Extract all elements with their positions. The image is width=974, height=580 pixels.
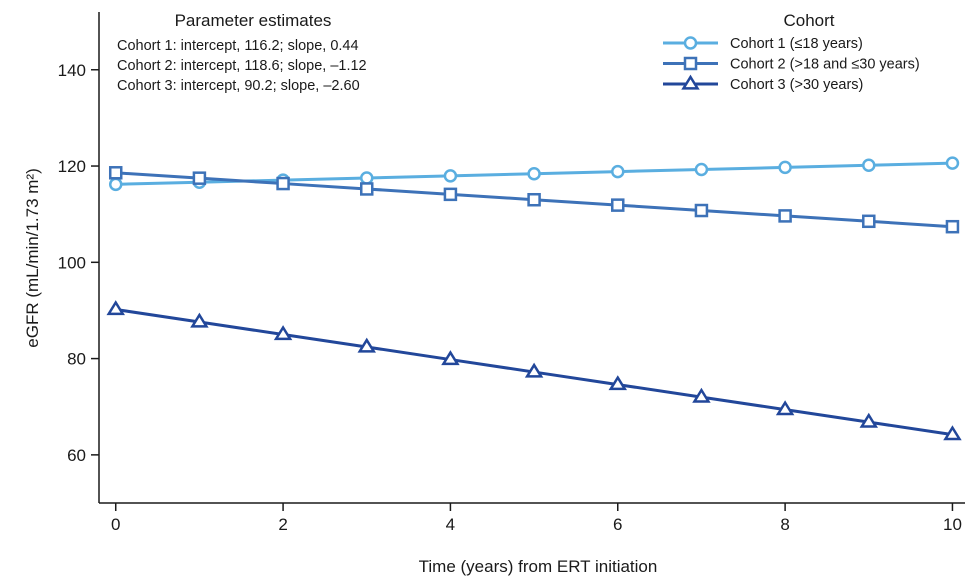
data-point-cohort-3: [273, 325, 293, 341]
legend-swatch-marker: [683, 36, 698, 50]
data-point-cohort-3: [608, 375, 628, 391]
y-tick-label: 80: [67, 350, 86, 369]
x-tick-label: 4: [446, 515, 455, 534]
data-point-cohort-1: [527, 166, 541, 181]
legend-title: Cohort: [783, 11, 834, 30]
data-point-cohort-1: [694, 162, 709, 177]
data-point-cohort-3: [692, 387, 711, 403]
data-point-cohort-2: [108, 166, 123, 180]
data-point-cohort-2: [443, 187, 458, 202]
legend-item-cohort-2: Cohort 2 (>18 and ≤30 years): [663, 57, 920, 73]
legend-swatch-marker: [683, 56, 698, 71]
legend-label: Cohort 1 (≤18 years): [730, 36, 863, 52]
data-point-cohort-3: [775, 400, 795, 416]
data-point-cohort-2: [192, 171, 207, 185]
data-point-cohort-3: [441, 350, 460, 366]
series-cohort-3: [106, 300, 962, 441]
data-point-cohort-2: [276, 176, 290, 191]
legend-swatch-marker: [681, 74, 700, 90]
data-point-cohort-3: [524, 362, 544, 378]
legend-items: Cohort 1 (≤18 years) Cohort 2 (>18 and ≤3…: [663, 36, 920, 93]
data-point-cohort-2: [611, 198, 625, 212]
parameter-estimate-cohort-3: Cohort 3: intercept, 90.2; slope, –2.60: [117, 78, 360, 94]
x-tick-label: 6: [613, 515, 622, 534]
data-point-cohort-1: [108, 177, 123, 192]
x-tick-label: 0: [111, 515, 120, 534]
y-tick-label: 60: [67, 446, 86, 465]
legend-item-cohort-1: Cohort 1 (≤18 years): [663, 36, 863, 52]
x-tick-label: 10: [943, 515, 962, 534]
parameter-estimates-box: Parameter estimates Cohort 1: intercept,…: [117, 11, 367, 94]
series-cohort-1: [108, 156, 960, 192]
y-axis-title: eGFR (mL/min/1.73 m²): [23, 168, 42, 347]
data-point-cohort-1: [862, 158, 876, 173]
data-point-cohort-2: [694, 203, 709, 218]
data-point-cohort-1: [778, 160, 792, 175]
parameter-estimate-cohort-1: Cohort 1: intercept, 116.2; slope, 0.44: [117, 38, 359, 54]
data-point-cohort-3: [859, 412, 879, 428]
data-point-cohort-3: [190, 312, 209, 328]
data-point-cohort-2: [862, 214, 876, 229]
data-point-cohort-1: [945, 156, 960, 170]
data-point-cohort-3: [106, 300, 125, 316]
data-point-cohort-2: [359, 182, 374, 196]
data-point-cohort-2: [778, 209, 792, 223]
x-tick-label: 8: [780, 515, 789, 534]
legend-label: Cohort 3 (>30 years): [730, 77, 863, 93]
data-point-cohort-2: [527, 192, 541, 207]
legend-item-cohort-3: Cohort 3 (>30 years): [663, 74, 863, 93]
y-tick-label: 100: [58, 253, 86, 272]
x-axis-ticks: 0 2 4 6 8 10: [111, 503, 962, 534]
y-axis-ticks: 60 80 100 120 140: [58, 61, 99, 465]
parameter-estimates-title: Parameter estimates: [175, 11, 332, 30]
legend: Cohort Cohort 1 (≤18 years) Cohort 2 (>18…: [663, 11, 920, 93]
data-point-cohort-2: [945, 219, 960, 234]
data-point-cohort-1: [611, 164, 625, 179]
data-point-cohort-3: [943, 425, 962, 441]
data-point-cohort-1: [443, 169, 458, 183]
legend-label: Cohort 2 (>18 and ≤30 years): [730, 57, 920, 73]
data-point-cohort-3: [357, 337, 376, 353]
series-layer: [106, 156, 962, 441]
y-tick-label: 140: [58, 61, 86, 80]
x-tick-label: 2: [278, 515, 287, 534]
parameter-estimate-cohort-2: Cohort 2: intercept, 118.6; slope, –1.12: [117, 58, 367, 74]
y-tick-label: 120: [58, 157, 86, 176]
data-point-cohort-1: [359, 171, 374, 185]
x-axis-title: Time (years) from ERT initiation: [419, 557, 658, 576]
series-cohort-2: [108, 166, 960, 234]
